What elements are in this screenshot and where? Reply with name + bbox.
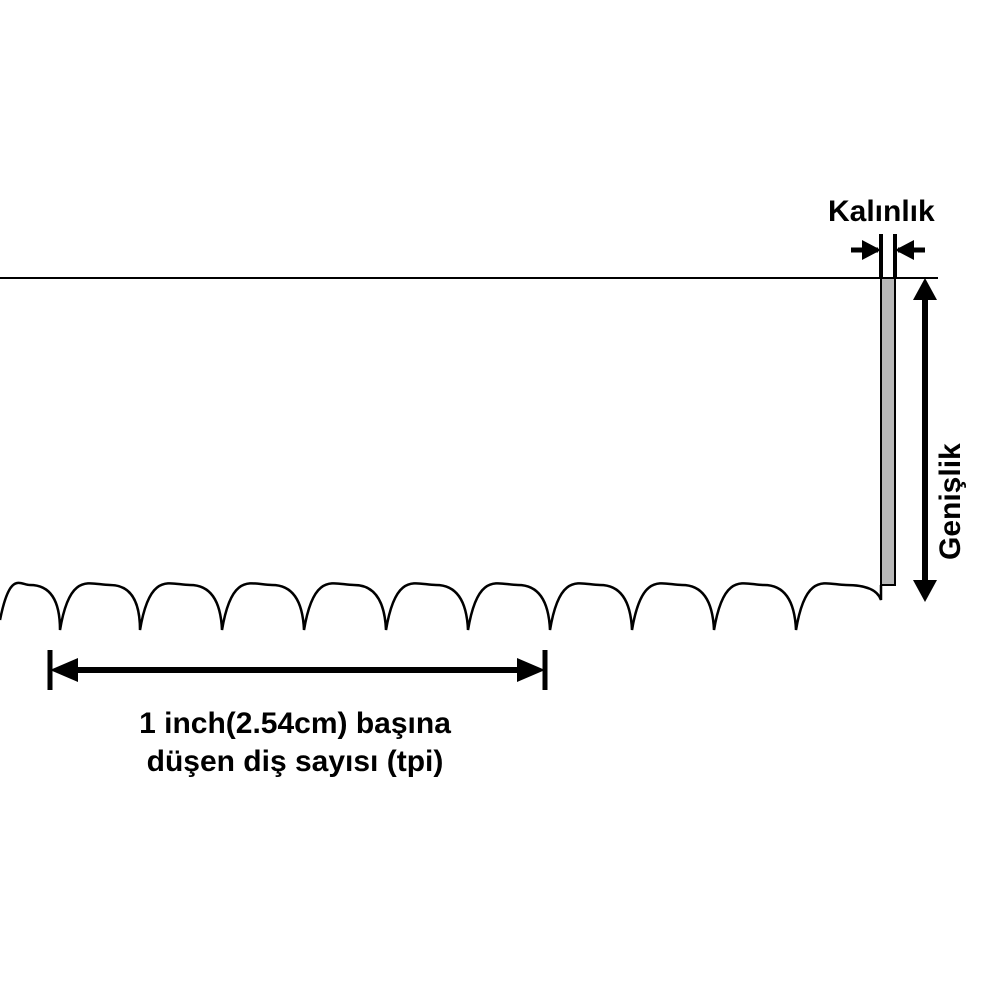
diagram-canvas [0, 0, 1000, 1000]
tpi-label-line2: düşen diş sayısı (tpi) [147, 745, 444, 778]
width-label: Genişlik [934, 280, 968, 560]
thickness-dimension [851, 234, 925, 278]
tpi-label: 1 inch(2.54cm) başına düşen diş sayısı (… [60, 705, 530, 780]
tpi-label-line1: 1 inch(2.54cm) başına [139, 707, 451, 740]
width-dimension [895, 278, 938, 602]
blade-teeth [0, 583, 881, 630]
blade-end-face [881, 278, 895, 585]
tpi-dimension [50, 650, 545, 690]
thickness-label: Kalınlık [828, 195, 935, 229]
